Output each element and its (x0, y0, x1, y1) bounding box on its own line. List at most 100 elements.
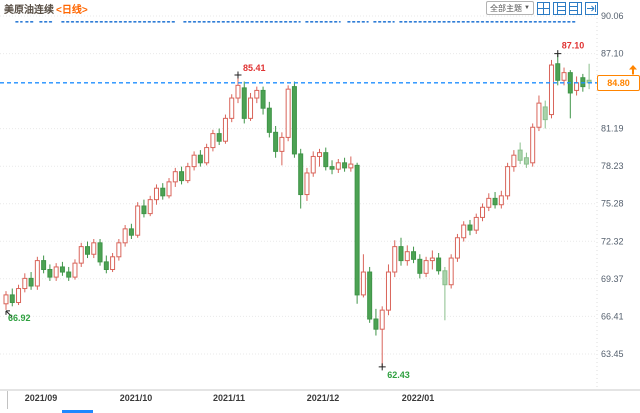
y-axis-label: 72.32 (601, 236, 624, 246)
candle-body (574, 82, 580, 91)
candle-body (135, 205, 141, 236)
candle-body (53, 266, 59, 278)
candle-body (486, 197, 492, 208)
candle-body (91, 242, 97, 255)
x-axis-label: 2021/12 (307, 393, 340, 403)
candle-body (254, 89, 260, 99)
candle-body (473, 216, 479, 231)
panel-left-icon[interactable] (553, 1, 566, 15)
candle-body (335, 162, 341, 170)
candle-body (517, 149, 523, 161)
candle-body (436, 257, 442, 272)
candle-body (22, 277, 28, 290)
candle-body (392, 246, 398, 273)
candle-body (429, 257, 435, 262)
candle-body (530, 126, 536, 164)
expand-right-icon[interactable] (585, 1, 598, 15)
horizontal-scrollbar-thumb[interactable] (62, 410, 93, 413)
price-annotation: 66.92 (8, 313, 31, 323)
candle-body (41, 260, 47, 270)
candle-body (342, 162, 348, 169)
candle-body (317, 152, 322, 157)
candle-body (235, 84, 241, 99)
candle-body (310, 155, 316, 174)
candle-body (110, 256, 116, 270)
candle-body (197, 154, 203, 164)
y-axis-label: 75.28 (601, 199, 624, 209)
candle-body (442, 270, 448, 286)
candle-body (561, 72, 567, 81)
interval-label: <日线> (56, 5, 88, 16)
annotation-cross-marker (554, 50, 562, 58)
candle-body (97, 242, 103, 263)
candle-body (204, 147, 210, 164)
candle-body (373, 318, 379, 330)
candle-body (273, 131, 279, 152)
y-axis-label: 87.10 (601, 49, 624, 59)
candle-body (348, 163, 354, 169)
candle-body (480, 206, 486, 218)
x-axis-label: 2021/09 (25, 393, 58, 403)
candle-body (103, 261, 109, 270)
candle-body (298, 153, 304, 196)
y-axis-label: 63.45 (601, 349, 624, 359)
candle-body (555, 63, 561, 81)
x-axis-label: 2021/11 (213, 393, 245, 403)
candle-body (260, 89, 266, 109)
candle-body (153, 187, 159, 201)
candle-body (3, 294, 9, 305)
candle-body (216, 133, 222, 142)
candle-body (417, 258, 423, 274)
candle-body (542, 106, 548, 121)
candle-body (47, 268, 53, 278)
candle-body (360, 271, 366, 296)
panel-right-icon[interactable] (569, 1, 582, 15)
candle-body (536, 102, 542, 128)
y-axis-label: 69.37 (601, 274, 624, 284)
candle-body (85, 246, 91, 255)
annotation-cross-marker (234, 71, 242, 79)
candle-body (498, 195, 504, 206)
current-price-tag: 84.80 (597, 75, 640, 91)
candle-body (461, 224, 467, 239)
grid-layout-icon[interactable] (537, 1, 550, 15)
candle-body (72, 262, 78, 278)
candle-body (241, 87, 247, 119)
candle-body (354, 164, 360, 296)
candle-body (423, 260, 429, 274)
candle-body (285, 88, 291, 138)
theme-dropdown-button[interactable]: 全部主题 ▼ (486, 1, 534, 15)
candle-body (141, 205, 147, 215)
price-up-arrow-icon (628, 65, 638, 75)
x-axis-label: 2021/10 (120, 393, 153, 403)
candle-body (229, 97, 235, 119)
candle-body (160, 187, 166, 197)
y-axis-label: 78.23 (601, 161, 624, 171)
candle-body (304, 172, 310, 196)
chart-header: 美原油连续 <日线> (4, 1, 88, 16)
y-axis-label: 81.19 (601, 124, 624, 134)
candle-body (329, 166, 335, 170)
candle-body (78, 246, 84, 264)
candle-body (266, 107, 272, 133)
chevron-down-icon: ▼ (524, 5, 530, 11)
candle-body (291, 86, 297, 155)
candle-body (185, 166, 191, 182)
candle-body (166, 181, 172, 197)
candle-body (122, 228, 128, 244)
candle-body (66, 271, 72, 278)
y-axis-label: 90.06 (601, 11, 624, 21)
candle-body (467, 224, 473, 231)
candle-body (454, 237, 460, 259)
x-axis-left-tick (7, 391, 8, 409)
x-axis-label: 2022/01 (402, 393, 435, 403)
candle-body (404, 251, 410, 262)
candle-body (511, 154, 517, 168)
candle-body (179, 171, 185, 182)
candle-body (367, 271, 373, 320)
annotation-cross-marker (378, 363, 386, 371)
candle-body (505, 166, 511, 197)
candle-body (248, 97, 254, 119)
